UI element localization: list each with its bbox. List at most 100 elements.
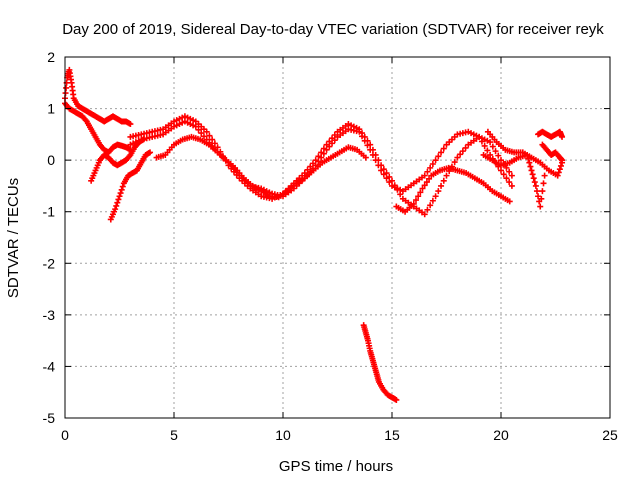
data-point [119, 183, 126, 190]
data-point [312, 157, 319, 164]
data-point [424, 168, 431, 175]
data-point [375, 157, 382, 164]
data-point [410, 200, 417, 207]
y-tick-label: -5 [43, 410, 56, 426]
data-point [530, 175, 537, 182]
data-point [391, 182, 398, 189]
data-point [421, 182, 428, 189]
data-point [427, 202, 434, 209]
data-point [372, 151, 379, 158]
data-point [364, 137, 371, 144]
data-point [435, 153, 442, 160]
data-point [556, 166, 563, 173]
data-point [540, 180, 547, 187]
data-point [412, 197, 419, 204]
data-point [63, 84, 70, 91]
data-point [531, 179, 538, 186]
data-point [454, 154, 461, 161]
data-point [415, 193, 422, 200]
data-point [432, 157, 439, 164]
series-track-a [62, 66, 134, 128]
data-point [112, 206, 119, 213]
data-point [432, 193, 439, 200]
series-track-k [535, 128, 566, 140]
x-tick-label: 25 [602, 427, 618, 443]
axis-ticks: 0 5 10 15 20 25 -5 -4 -3 -2 -1 0 1 2 [43, 49, 618, 443]
data-point [421, 211, 428, 218]
data-point [318, 149, 325, 156]
plot-frame [64, 56, 611, 419]
data-point [113, 202, 120, 209]
series-track-b [62, 100, 134, 156]
data-point [315, 153, 322, 160]
data-point [62, 90, 69, 97]
data-point [537, 203, 544, 210]
data-point [487, 139, 494, 146]
data-point [394, 186, 401, 193]
data-point [397, 191, 404, 198]
data-point [389, 177, 395, 184]
data-point [118, 186, 125, 193]
data-point [506, 168, 513, 175]
data-point [492, 148, 499, 155]
data-point [369, 146, 376, 153]
x-tick-label: 5 [170, 427, 178, 443]
data-point [200, 133, 207, 140]
data-point [498, 157, 504, 164]
data-point [114, 199, 121, 206]
data-point [421, 172, 428, 179]
data-point [356, 126, 363, 133]
y-tick-label: 0 [47, 152, 55, 168]
data-point [457, 151, 464, 158]
x-axis-label: GPS time / hours [279, 458, 393, 475]
data-point [559, 133, 566, 140]
data-point [423, 179, 430, 186]
data-point [304, 166, 311, 173]
data-point [495, 152, 502, 159]
data-point [386, 173, 393, 180]
data-point [127, 121, 134, 128]
data-point [427, 164, 434, 171]
data-point [323, 141, 330, 148]
data-point [535, 193, 542, 200]
data-point [481, 142, 488, 149]
data-point [541, 172, 548, 179]
data-point [500, 171, 507, 178]
data-point [320, 145, 327, 152]
data-point [555, 169, 562, 176]
data-point [451, 159, 458, 166]
data-point [532, 182, 539, 189]
data-point [116, 193, 123, 200]
data-point [538, 195, 545, 202]
data-point [440, 145, 447, 152]
data-point [533, 188, 540, 195]
data-point [380, 166, 387, 173]
data-point [508, 182, 515, 189]
y-tick-label: -1 [43, 204, 56, 220]
data-point [329, 135, 336, 142]
data-point [557, 162, 564, 169]
data-point [331, 132, 338, 139]
data-point [383, 170, 390, 177]
data-point [307, 163, 314, 170]
data-point [429, 161, 436, 168]
data-point [393, 396, 400, 403]
data-point [429, 197, 436, 204]
data-point [527, 163, 534, 170]
data-point [301, 170, 308, 177]
data-point [484, 147, 491, 154]
data-point [459, 148, 466, 155]
data-point [195, 126, 202, 133]
x-tick-label: 0 [61, 427, 69, 443]
data-point [438, 182, 445, 189]
data-point [440, 177, 447, 184]
data-point [529, 171, 536, 178]
data-point [117, 190, 124, 197]
y-axis-label: SDTVAR / TECUs [5, 178, 22, 298]
data-point [115, 196, 122, 203]
data-point [230, 168, 237, 175]
data-point [367, 141, 374, 148]
data-point [498, 167, 504, 174]
